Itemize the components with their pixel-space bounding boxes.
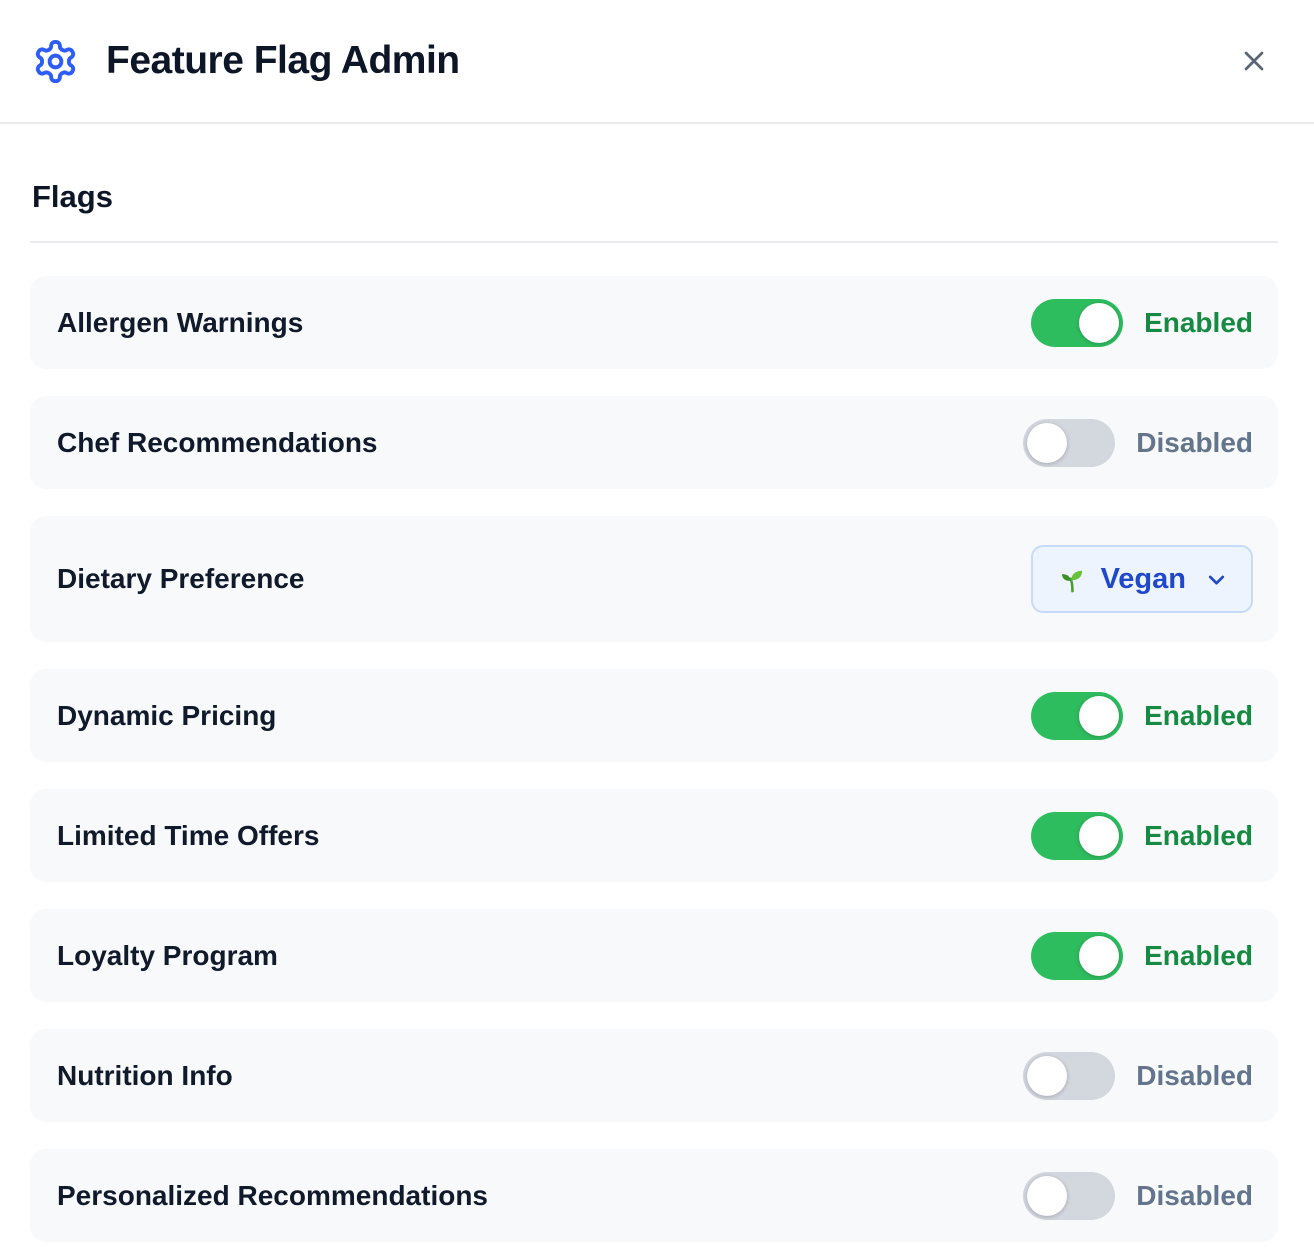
flag-label: Allergen Warnings — [57, 306, 304, 338]
flag-row: Personalized Recommendations Disabled — [30, 1149, 1278, 1242]
toggle-knob — [1079, 302, 1120, 343]
toggle-knob — [1079, 935, 1120, 976]
flag-control: Disabled — [1023, 418, 1253, 467]
flag-label: Loyalty Program — [57, 939, 278, 971]
flag-toggle[interactable] — [1031, 811, 1124, 860]
flag-control: Vegan — [1030, 545, 1253, 613]
dietary-preference-dropdown[interactable]: Vegan — [1030, 545, 1253, 613]
flag-status-label: Disabled — [1136, 1179, 1253, 1211]
flag-control: Disabled — [1023, 1051, 1253, 1100]
flags-section-title: Flags — [32, 179, 113, 214]
flag-toggle[interactable] — [1023, 418, 1116, 467]
flag-label: Personalized Recommendations — [57, 1179, 489, 1211]
flag-toggle[interactable] — [1023, 1051, 1116, 1100]
flag-status-label: Disabled — [1136, 426, 1253, 458]
flag-toggle[interactable] — [1023, 1171, 1116, 1220]
flag-control: Disabled — [1023, 1171, 1253, 1220]
flag-label: Dynamic Pricing — [57, 699, 277, 731]
flag-row: Dynamic Pricing Enabled — [30, 669, 1278, 762]
section-divider — [30, 241, 1278, 243]
flag-row: Allergen Warnings Enabled — [30, 276, 1278, 369]
toggle-knob — [1079, 695, 1120, 736]
flag-row: Dietary Preference Vegan — [30, 516, 1278, 642]
panel-body: Flags Allergen Warnings Enabled Chef Rec… — [0, 179, 1314, 1242]
flag-row: Chef Recommendations Disabled — [30, 396, 1278, 489]
flag-label: Dietary Preference — [57, 563, 305, 594]
toggle-knob — [1027, 1055, 1068, 1096]
flag-status-label: Enabled — [1144, 306, 1253, 338]
flag-status-label: Enabled — [1144, 699, 1253, 731]
flag-status-label: Disabled — [1136, 1059, 1253, 1091]
flag-toggle[interactable] — [1031, 931, 1124, 980]
panel-header: Feature Flag Admin — [0, 0, 1314, 124]
flag-status-label: Enabled — [1144, 819, 1253, 851]
flag-control: Enabled — [1031, 298, 1253, 347]
toggle-knob — [1027, 422, 1068, 463]
flag-row: Loyalty Program Enabled — [30, 909, 1278, 1002]
seedling-icon — [1055, 564, 1086, 595]
gear-icon — [32, 38, 79, 85]
chevron-down-icon — [1204, 567, 1229, 592]
toggle-knob — [1079, 815, 1120, 856]
dropdown-selected-value: Vegan — [1100, 562, 1186, 595]
flag-control: Enabled — [1031, 931, 1253, 980]
flag-status-label: Enabled — [1144, 939, 1253, 971]
flag-label: Chef Recommendations — [57, 426, 378, 458]
flag-label: Nutrition Info — [57, 1059, 233, 1091]
page-title: Feature Flag Admin — [106, 39, 460, 82]
toggle-knob — [1027, 1175, 1068, 1216]
close-button[interactable] — [1234, 41, 1274, 81]
flag-control: Enabled — [1031, 811, 1253, 860]
flag-list: Allergen Warnings Enabled Chef Recommend… — [30, 276, 1278, 1242]
flag-toggle[interactable] — [1031, 298, 1124, 347]
flag-row: Limited Time Offers Enabled — [30, 789, 1278, 882]
flag-control: Enabled — [1031, 691, 1253, 740]
flag-label: Limited Time Offers — [57, 819, 320, 851]
flag-toggle[interactable] — [1031, 691, 1124, 740]
flag-row: Nutrition Info Disabled — [30, 1029, 1278, 1122]
